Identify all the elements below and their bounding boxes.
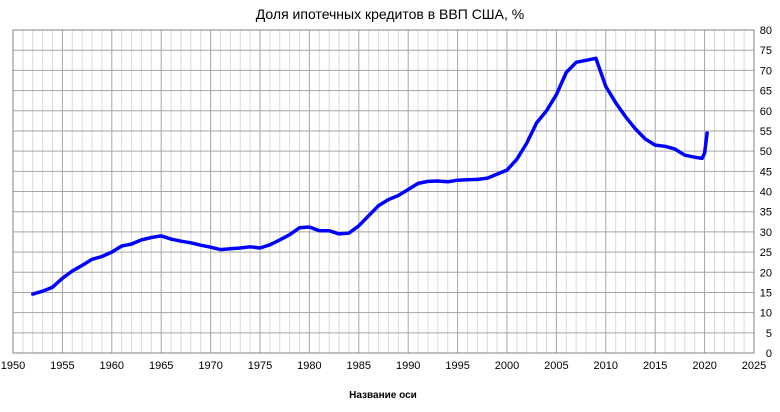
y-axis-ticks: 0 5 10 15 20 25 30 35 40 45 50 55 60 65 70 75 80 — [760, 25, 772, 360]
y-tick-label: 35 — [760, 207, 772, 219]
y-tick-label: 5 — [766, 328, 772, 340]
x-tick-label: 2010 — [594, 360, 618, 372]
x-tick-label: 1970 — [198, 360, 222, 372]
x-tick-label: 1960 — [100, 360, 124, 372]
x-tick-label: 1965 — [149, 360, 173, 372]
y-tick-label: 0 — [766, 348, 772, 360]
x-tick-label: 1950 — [1, 360, 25, 372]
y-tick-label: 45 — [760, 166, 772, 178]
plot-area-border — [12, 29, 755, 354]
x-tick-label: 1975 — [248, 360, 272, 372]
y-tick-label: 10 — [760, 308, 772, 320]
grid — [13, 30, 754, 353]
y-tick-label: 75 — [760, 45, 772, 57]
y-tick-label: 30 — [760, 227, 772, 239]
y-tick-label: 60 — [760, 106, 772, 118]
x-tick-label: 2000 — [495, 360, 519, 372]
y-tick-label: 20 — [760, 267, 772, 279]
y-tick-label: 50 — [760, 146, 772, 158]
x-tick-label: 2005 — [544, 360, 568, 372]
y-tick-label: 80 — [760, 25, 772, 37]
y-tick-label: 65 — [760, 86, 772, 98]
x-tick-label: 2020 — [692, 360, 716, 372]
y-tick-label: 15 — [760, 287, 772, 299]
x-tick-label: 1985 — [347, 360, 371, 372]
y-tick-label: 70 — [760, 65, 772, 77]
x-tick-label: 2025 — [742, 360, 766, 372]
x-axis-label: Название оси — [349, 390, 417, 401]
y-tick-label: 25 — [760, 247, 772, 259]
x-tick-label: 1980 — [297, 360, 321, 372]
x-axis-ticks: 1950 1955 1960 1965 1970 1975 1980 1985 1990 1995… — [1, 360, 766, 372]
x-tick-label: 1955 — [50, 360, 74, 372]
x-tick-label: 1990 — [396, 360, 420, 372]
y-tick-label: 40 — [760, 187, 772, 199]
x-tick-label: 1995 — [445, 360, 469, 372]
chart-title: Доля ипотечных кредитов в ВВП США, % — [256, 6, 524, 22]
x-tick-label: 2015 — [643, 360, 667, 372]
series-line — [31, 56, 709, 296]
y-tick-label: 55 — [760, 126, 772, 138]
